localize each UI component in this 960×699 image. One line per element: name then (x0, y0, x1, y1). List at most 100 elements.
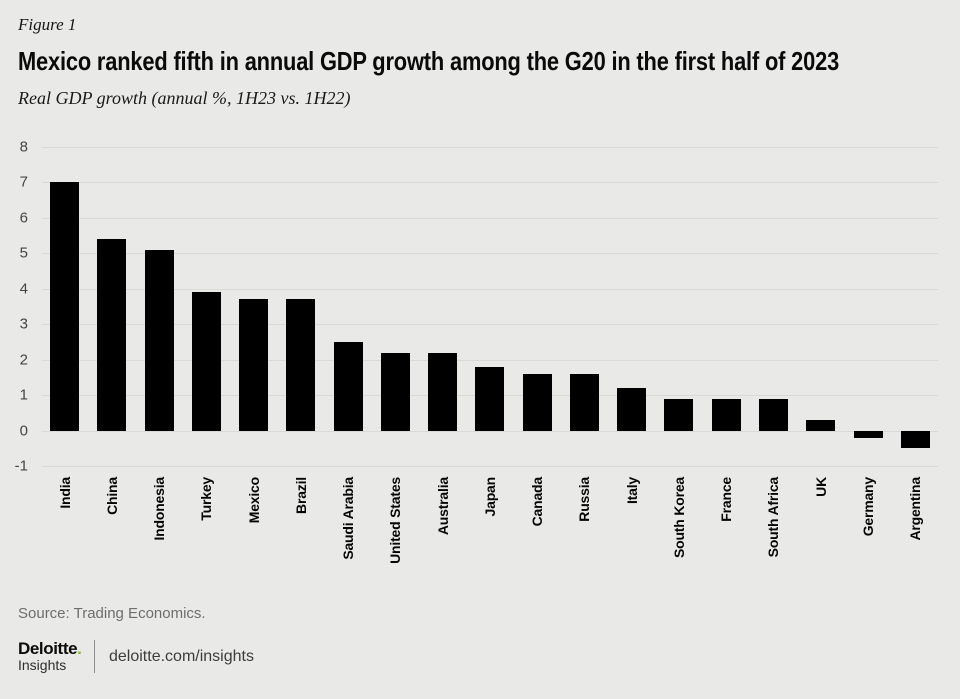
x-label-slot: Argentina (901, 477, 930, 577)
x-label-slot: Italy (617, 477, 646, 577)
gridline (42, 359, 938, 361)
bar (97, 239, 127, 431)
bar (380, 352, 410, 431)
gridline (42, 466, 938, 467)
bar-column (144, 147, 174, 466)
x-tick-label: Italy (623, 477, 640, 505)
x-label-slot: South Korea (664, 477, 693, 577)
bar (475, 366, 505, 431)
y-axis: 8 7 6 5 4 3 2 1 0 -1 (0, 140, 28, 474)
x-tick-label: South Korea (670, 477, 687, 559)
bar-column (569, 147, 599, 466)
y-tick-label: 4 (19, 280, 28, 298)
chart-subtitle: Real GDP growth (annual %, 1H23 vs. 1H22… (18, 88, 351, 108)
bar (569, 373, 599, 431)
bar-column (617, 147, 647, 466)
bar (144, 249, 174, 431)
x-tick-label: Germany (860, 477, 877, 537)
x-label-slot: Japan (475, 477, 504, 577)
bar-column (97, 147, 127, 466)
y-tick-label: 5 (19, 244, 28, 262)
logo-green-dot: . (77, 639, 82, 658)
x-label-slot: France (712, 477, 741, 577)
x-tick-label: Brazil (292, 477, 309, 514)
x-label-slot: Canada (523, 477, 552, 577)
bar (617, 388, 647, 431)
gridline (42, 147, 938, 148)
source-note: Source: Trading Economics. (18, 605, 206, 622)
gridline (42, 182, 938, 184)
x-tick-label: Canada (529, 477, 546, 527)
y-tick-label: 7 (19, 173, 28, 191)
bar-column (522, 147, 552, 466)
x-axis-labels: India China Indonesia Turkey Mexico Brazil Sau… (50, 477, 930, 577)
x-label-slot: Brazil (286, 477, 315, 577)
deloitte-name: Deloitte (18, 639, 78, 658)
x-label-slot: South Africa (759, 477, 788, 577)
x-label-slot: Germany (854, 477, 883, 577)
y-tick-label: 3 (19, 315, 28, 333)
y-tick-label: 1 (19, 386, 28, 404)
x-tick-label: Turkey (198, 477, 215, 521)
bar (50, 182, 79, 431)
x-tick-label: Russia (576, 477, 593, 522)
bar-column (475, 147, 505, 466)
bar-column (333, 147, 363, 466)
bar-column (806, 147, 836, 466)
bar (333, 341, 363, 431)
x-tick-label: Indonesia (151, 477, 168, 541)
bar (286, 299, 316, 431)
bar (191, 292, 221, 431)
x-tick-label: Mexico (245, 477, 262, 524)
y-tick-label: 0 (19, 422, 28, 440)
bars-container (50, 147, 930, 466)
bar (711, 398, 741, 431)
bar-column (900, 147, 930, 466)
gridline (42, 430, 938, 432)
x-label-slot: Indonesia (145, 477, 174, 577)
gridline (42, 324, 938, 326)
chart-title: Mexico ranked fifth in annual GDP growth… (18, 46, 840, 76)
x-label-slot: UK (806, 477, 835, 577)
y-tick-label: 6 (19, 209, 28, 227)
bar-column (853, 147, 883, 466)
x-label-slot: United States (381, 477, 410, 577)
bar (239, 299, 269, 431)
x-tick-label: India (56, 477, 73, 509)
x-label-slot: China (97, 477, 126, 577)
x-label-slot: Mexico (239, 477, 268, 577)
bar-column (380, 147, 410, 466)
x-tick-label: Australia (434, 477, 451, 536)
deloitte-wordmark: Deloitte. (18, 640, 90, 657)
bar-column (664, 147, 694, 466)
bar-column (50, 147, 79, 466)
bar-column (191, 147, 221, 466)
gridline (42, 288, 938, 290)
brand-url: deloitte.com/insights (109, 647, 254, 665)
deloitte-logo: Deloitte. Insights (18, 640, 90, 673)
x-tick-label: UK (812, 477, 829, 497)
bar-column (758, 147, 788, 466)
figure-label: Figure 1 (18, 15, 77, 34)
bar-column (239, 147, 269, 466)
y-tick-label: 2 (19, 351, 28, 369)
x-label-slot: Turkey (192, 477, 221, 577)
x-tick-label: South Africa (765, 477, 782, 558)
y-tick-label: 8 (19, 138, 28, 156)
bar (664, 398, 694, 431)
x-tick-label: China (103, 477, 120, 515)
gridline (42, 217, 938, 219)
x-label-slot: India (50, 477, 79, 577)
bar (853, 430, 883, 438)
x-tick-label: Saudi Arabia (340, 477, 357, 560)
bar (428, 352, 458, 431)
x-tick-label: Argentina (907, 477, 924, 541)
bar-column (286, 147, 316, 466)
x-tick-label: Japan (481, 477, 498, 517)
x-label-slot: Russia (570, 477, 599, 577)
x-label-slot: Australia (428, 477, 457, 577)
gridline (42, 253, 938, 255)
bar (806, 419, 836, 431)
bar (758, 398, 788, 431)
